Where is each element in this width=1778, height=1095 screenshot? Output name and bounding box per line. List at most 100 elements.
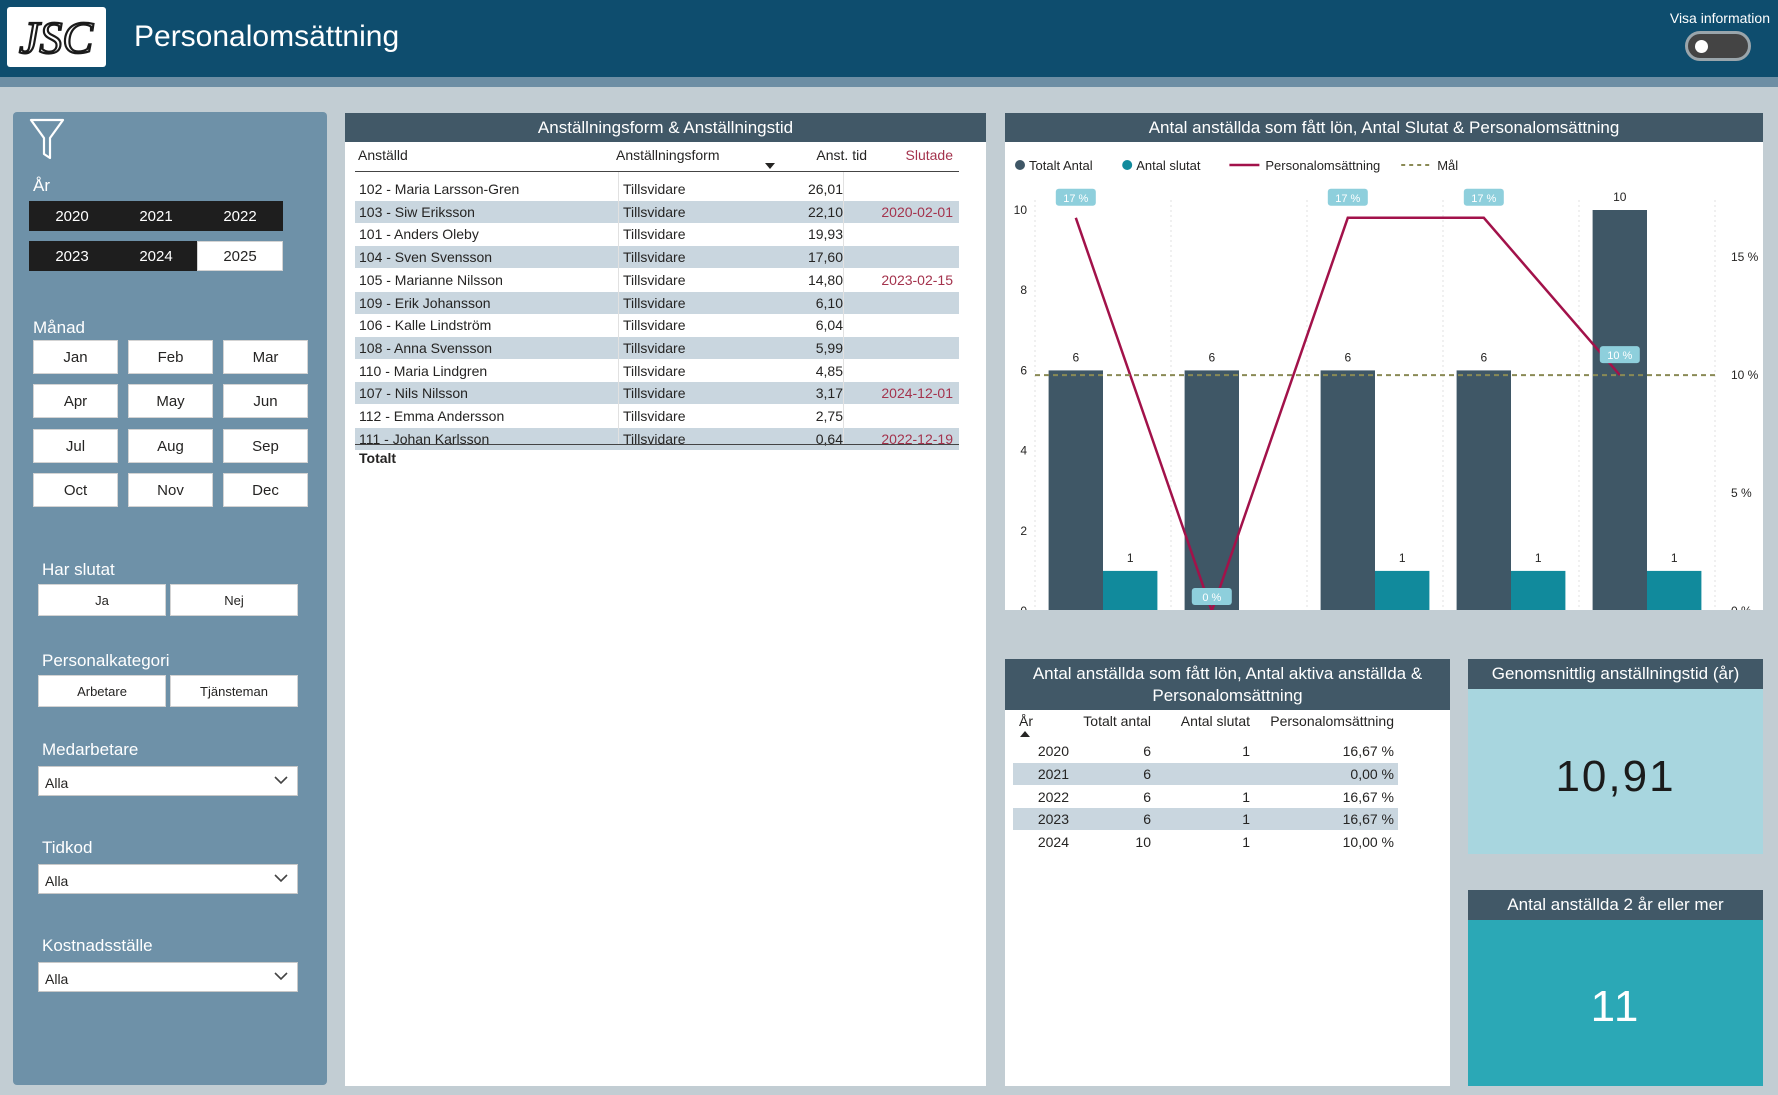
- bar-antal-slutat[interactable]: [1511, 570, 1566, 610]
- legend-item[interactable]: Totalt Antal: [1015, 158, 1093, 173]
- chevron-down-icon: [274, 776, 288, 785]
- summary-row[interactable]: 2021 6 0,00 %: [1013, 762, 1398, 785]
- employment-table-panel: Anställningsform & Anställningstid Anstä…: [345, 113, 986, 1086]
- line-data-label: 10 %: [1607, 350, 1632, 362]
- bar-data-label: 6: [1480, 350, 1487, 364]
- bar-totalt-antal[interactable]: [1184, 370, 1239, 610]
- info-toggle[interactable]: [1685, 31, 1751, 61]
- table-row[interactable]: 107 - Nils Nilsson Tillsvidare 3,17 2024-12…: [355, 382, 959, 405]
- tidkod-dropdown[interactable]: Alla: [38, 864, 298, 894]
- personalkategori-label: Personalkategori: [42, 651, 170, 670]
- col-header-ar[interactable]: År: [1019, 713, 1033, 729]
- table-row[interactable]: 106 - Kalle Lindström Tillsvidare 6,04: [355, 314, 959, 336]
- year-tile-2024[interactable]: 2024: [113, 241, 199, 271]
- header-underline: [355, 171, 959, 172]
- year-tile-2023[interactable]: 2023: [29, 241, 115, 271]
- employee-name-cell: 104 - Sven Svensson: [359, 249, 493, 266]
- quit-count-cell: 1: [1242, 788, 1250, 805]
- summary-row[interactable]: 2020 6 1 16,67 %: [1013, 740, 1398, 762]
- month-tile-dec[interactable]: Dec: [223, 473, 308, 507]
- bar-antal-slutat[interactable]: [1647, 570, 1702, 610]
- line-data-label-bg: [1191, 588, 1232, 605]
- medarbetare-dropdown[interactable]: Alla: [38, 766, 298, 796]
- turnover-line[interactable]: [1074, 216, 1621, 610]
- col-header-slutade[interactable]: Slutade: [905, 147, 953, 163]
- turnover-cell: 10,00 %: [1342, 834, 1394, 851]
- summary-table-panel: Antal anställda som fått lön, Antal akti…: [1005, 659, 1450, 1086]
- total-row-label: Totalt: [359, 450, 397, 466]
- month-tile-oct[interactable]: Oct: [33, 473, 118, 507]
- header-bar: JSC Personalomsättning Visa information: [0, 0, 1778, 77]
- logo-mark: JSC: [18, 11, 96, 64]
- month-tile-aug[interactable]: Aug: [128, 429, 213, 463]
- table-row[interactable]: 109 - Erik Johansson Tillsvidare 6,10: [355, 291, 959, 314]
- kpi-tenure-2y-title: Antal anställda 2 år eller mer: [1468, 890, 1763, 920]
- y-tick-left: 6: [1020, 363, 1027, 377]
- employee-name-cell: 108 - Anna Svensson: [359, 339, 493, 356]
- year-cell: 2024: [1037, 834, 1069, 851]
- bar-antal-slutat[interactable]: [1375, 570, 1430, 610]
- bar-totalt-antal[interactable]: [1456, 370, 1511, 610]
- col-header-totalt-antal[interactable]: Totalt antal: [1083, 713, 1151, 729]
- year-tile-2020[interactable]: 2020: [29, 201, 115, 231]
- summary-row[interactable]: 2023 6 1 16,67 %: [1013, 808, 1398, 831]
- table-row[interactable]: 111 - Johan Karlsson Tillsvidare 0,64 2022-…: [355, 427, 959, 450]
- year-cell: 2020: [1037, 743, 1069, 759]
- personalkategori-tjansteman-button[interactable]: Tjänsteman: [170, 675, 298, 707]
- month-tile-mar[interactable]: Mar: [223, 340, 308, 374]
- employment-table-title: Anställningsform & Anställningstid: [345, 113, 986, 142]
- table-row[interactable]: 103 - Siw Eriksson Tillsvidare 22,10 2020-0…: [355, 200, 959, 223]
- col-header-anst-tid[interactable]: Anst. tid: [816, 147, 867, 163]
- month-tile-may[interactable]: May: [128, 384, 213, 418]
- month-tile-nov[interactable]: Nov: [128, 473, 213, 507]
- table-row[interactable]: 104 - Sven Svensson Tillsvidare 17,60: [355, 246, 959, 269]
- table-row[interactable]: 112 - Emma Andersson Tillsvidare 2,75: [355, 405, 959, 427]
- year-cell: 2023: [1037, 811, 1069, 828]
- tenure-cell: 6,10: [815, 294, 843, 311]
- month-tile-apr[interactable]: Apr: [33, 384, 118, 418]
- chevron-down-icon: [274, 972, 288, 981]
- year-tile-2021[interactable]: 2021: [113, 201, 199, 231]
- legend-label: Antal slutat: [1136, 158, 1201, 173]
- employment-form-cell: Tillsvidare: [623, 294, 686, 311]
- bar-totalt-antal[interactable]: [1320, 370, 1375, 610]
- year-cell: 2021: [1037, 765, 1069, 782]
- month-tile-sep[interactable]: Sep: [223, 429, 308, 463]
- har-slutat-nej-button[interactable]: Nej: [170, 584, 298, 616]
- har-slutat-ja-button[interactable]: Ja: [38, 584, 166, 616]
- bar-totalt-antal[interactable]: [1592, 210, 1647, 610]
- line-data-label: 17 %: [1335, 193, 1360, 205]
- summary-row[interactable]: 2024 10 1 10,00 %: [1013, 831, 1398, 853]
- month-tile-jun[interactable]: Jun: [223, 384, 308, 418]
- month-tile-feb[interactable]: Feb: [128, 340, 213, 374]
- col-header-anstalld[interactable]: Anställd: [358, 147, 408, 163]
- table-row[interactable]: 108 - Anna Svensson Tillsvidare 5,99: [355, 336, 959, 359]
- legend-item[interactable]: Personalomsättning: [1229, 158, 1380, 173]
- bar-antal-slutat[interactable]: [1103, 570, 1158, 610]
- y-tick-left: 0: [1020, 604, 1027, 610]
- bar-totalt-antal[interactable]: [1048, 370, 1103, 610]
- table-row[interactable]: 110 - Maria Lindgren Tillsvidare 4,85: [355, 360, 959, 382]
- kostnadsstalle-dropdown[interactable]: Alla: [38, 962, 298, 992]
- col-header-anstallningsform[interactable]: Anställningsform: [616, 147, 720, 163]
- personalkategori-arbetare-button[interactable]: Arbetare: [38, 675, 166, 707]
- summary-row[interactable]: 2022 6 1 16,67 %: [1013, 786, 1398, 808]
- total-count-cell: 6: [1143, 788, 1151, 805]
- table-row[interactable]: 105 - Marianne Nilsson Tillsvidare 14,80 20…: [355, 269, 959, 291]
- legend-item[interactable]: Antal slutat: [1122, 158, 1201, 173]
- col-header-personalomsattning[interactable]: Personalomsättning: [1270, 713, 1394, 729]
- year-tile-2022[interactable]: 2022: [197, 201, 283, 231]
- medarbetare-label: Medarbetare: [42, 740, 139, 759]
- y-tick-left: 4: [1020, 444, 1027, 458]
- legend-item[interactable]: Mål: [1401, 158, 1458, 173]
- year-tile-2025[interactable]: 2025: [197, 241, 283, 271]
- tenure-cell: 19,93: [807, 226, 843, 243]
- table-row[interactable]: 101 - Anders Oleby Tillsvidare 19,93: [355, 223, 959, 245]
- table-row[interactable]: 102 - Maria Larsson-Gren Tillsvidare 26,01: [355, 178, 959, 200]
- month-tile-jul[interactable]: Jul: [33, 429, 118, 463]
- col-header-antal-slutat[interactable]: Antal slutat: [1180, 713, 1250, 729]
- employment-form-cell: Tillsvidare: [623, 339, 686, 356]
- month-tile-jan[interactable]: Jan: [33, 340, 118, 374]
- employee-name-cell: 103 - Siw Eriksson: [359, 203, 475, 220]
- bar-data-label: 6: [1208, 350, 1215, 364]
